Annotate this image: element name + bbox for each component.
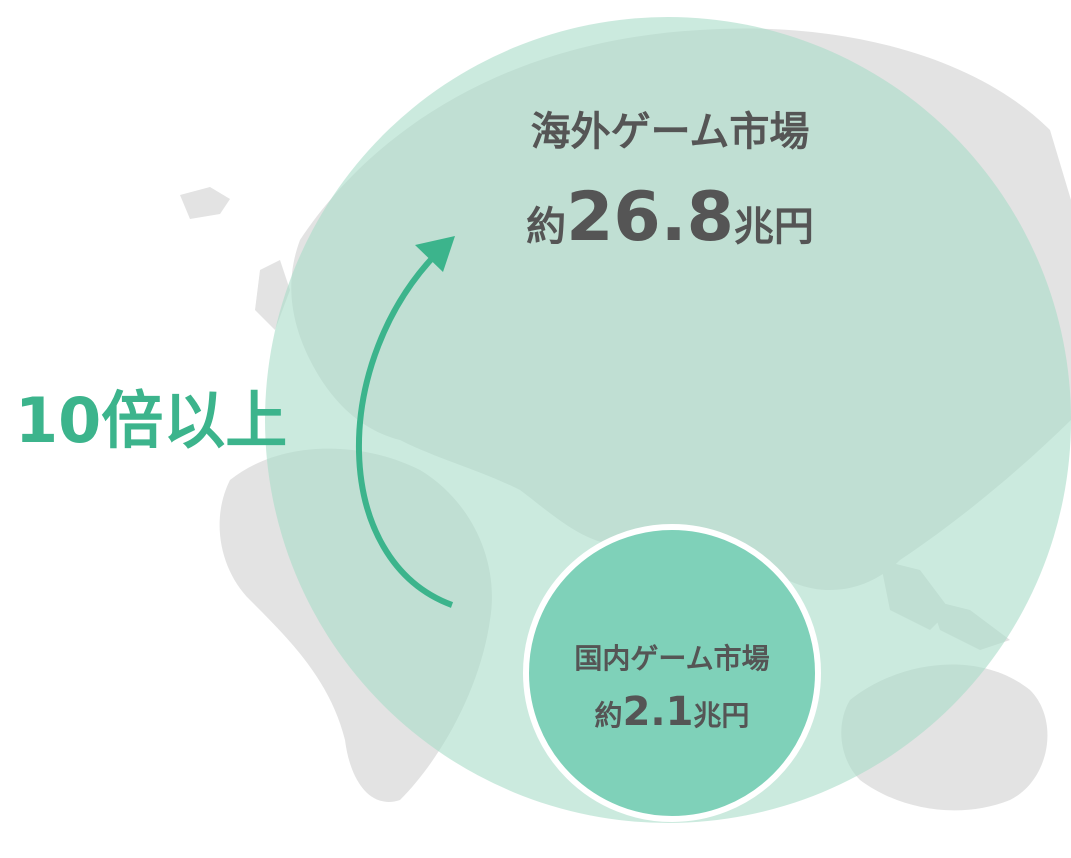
arrow-curve <box>355 247 454 608</box>
overseas-amount: 約26.8兆円 <box>526 178 814 257</box>
overseas-value: 26.8 <box>566 178 734 257</box>
overseas-circle <box>265 17 1071 823</box>
domestic-circle <box>523 524 821 822</box>
domestic-amount: 約2.1兆円 <box>595 689 750 735</box>
overseas-title: 海外ゲーム市場 <box>531 109 810 155</box>
arrow-head <box>415 236 455 272</box>
domestic-prefix: 約 <box>595 699 623 732</box>
comparison-label: 10倍以上 <box>15 384 287 457</box>
domestic-unit: 兆円 <box>693 699 749 732</box>
domestic-title: 国内ゲーム市場 <box>574 642 769 675</box>
domestic-value: 2.1 <box>623 689 694 735</box>
overseas-unit: 兆円 <box>734 204 814 250</box>
overseas-prefix: 約 <box>526 204 566 250</box>
